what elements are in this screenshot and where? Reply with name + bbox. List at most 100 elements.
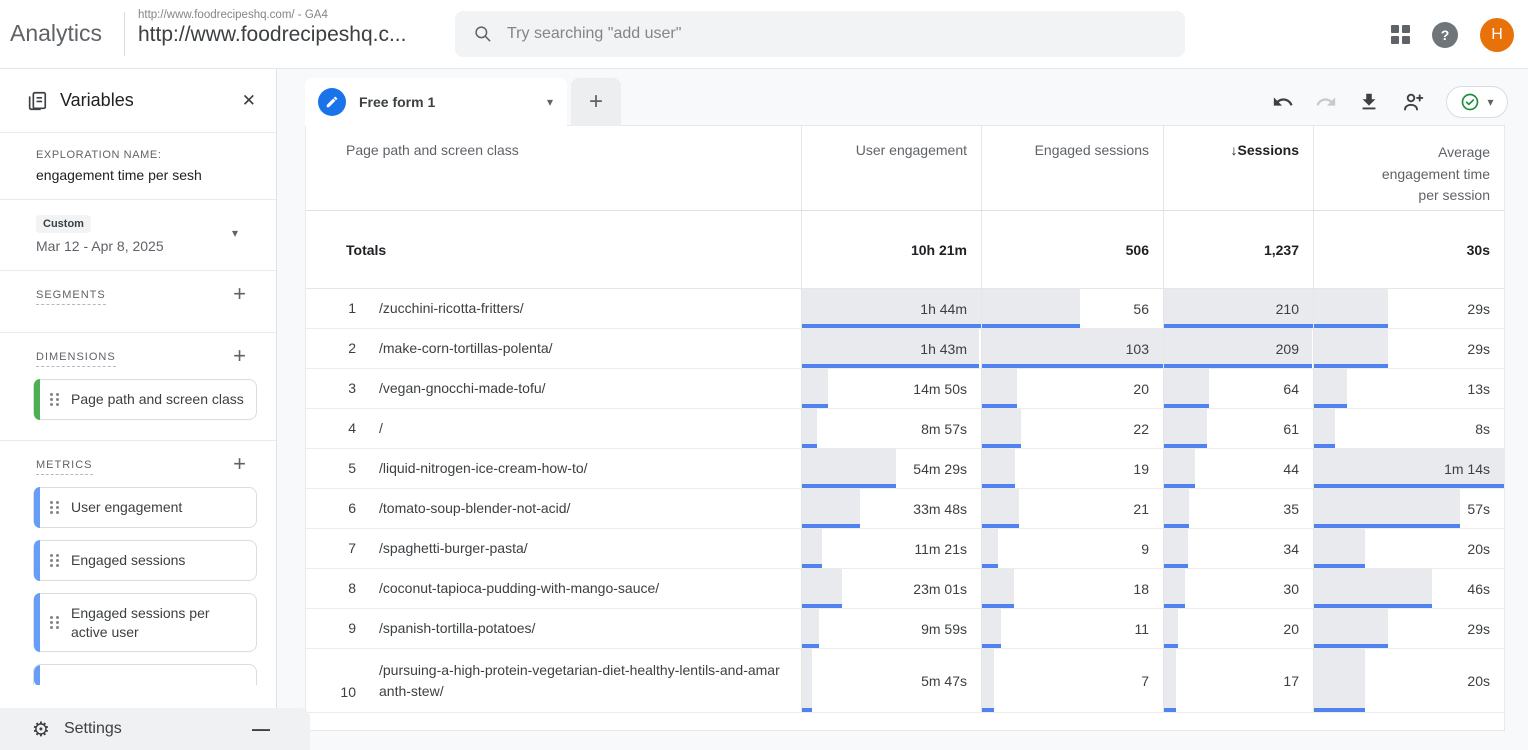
page-path-cell: 7 /spaghetti-burger-pasta/ [306, 529, 801, 568]
row-rank: 10 [340, 684, 356, 700]
add-metric-button[interactable]: + [233, 450, 246, 476]
sessions-cell: 30 [1163, 569, 1313, 608]
row-rank: 3 [348, 380, 356, 396]
sessions-cell: 61 [1163, 409, 1313, 448]
bar-fill [802, 289, 981, 328]
table-row[interactable]: 9 /spanish-tortilla-potatoes/ 9m 59s 11 … [306, 609, 1504, 649]
bar-fill [1164, 489, 1189, 528]
close-icon[interactable]: ✕ [241, 90, 256, 110]
search-input[interactable] [507, 25, 1147, 43]
table-row[interactable]: 6 /tomato-soup-blender-not-acid/ 33m 48s… [306, 489, 1504, 529]
collapse-icon[interactable]: — [252, 718, 270, 739]
metric-chip[interactable]: Engaged sessions [33, 539, 257, 581]
download-button[interactable] [1358, 91, 1380, 113]
bar-fill [1314, 409, 1335, 448]
add-dimension-button[interactable]: + [233, 343, 246, 368]
engaged-sessions-cell: 7 [981, 649, 1163, 712]
dimension-chip[interactable]: Page path and screen class [33, 379, 257, 420]
avg-engagement-time-cell: 20s [1313, 649, 1504, 712]
table-row[interactable]: 7 /spaghetti-burger-pasta/ 11m 21s 9 34 … [306, 529, 1504, 569]
bar-line [1164, 708, 1177, 712]
metric-chip[interactable]: User engagement [33, 486, 257, 528]
row-page-path: /liquid-nitrogen-ice-cream-how-to/ [379, 460, 588, 476]
totals-row: Totals 10h 21m 506 1,237 30s [306, 211, 1504, 289]
drag-handle-icon[interactable] [50, 553, 59, 567]
variables-panel-header: Variables ✕ [0, 69, 276, 133]
column-header-avg-engagement-time[interactable]: Average engagement time per session [1313, 126, 1504, 210]
bar-line [1164, 564, 1189, 568]
metric-chip-label: Engaged sessions per active user [71, 604, 210, 640]
totals-sessions: 1,237 [1163, 211, 1313, 288]
topbar-divider [124, 12, 125, 56]
avg-engagement-time-cell: 46s [1313, 569, 1504, 608]
row-rank: 5 [348, 460, 356, 476]
chevron-down-icon[interactable]: ▾ [231, 226, 238, 240]
avg-engagement-time-cell: 1m 14s [1313, 449, 1504, 488]
bar-line [802, 604, 842, 608]
drag-handle-icon[interactable] [50, 500, 59, 514]
bar-line [802, 484, 896, 488]
table-row[interactable]: 10 /pursuing-a-high-protein-vegetarian-d… [306, 649, 1504, 713]
search-icon [475, 26, 491, 42]
bar-line [802, 444, 818, 448]
search-bar[interactable] [455, 11, 1185, 57]
row-page-path: /spanish-tortilla-potatoes/ [379, 620, 536, 636]
bar-line [802, 404, 828, 408]
avg-engagement-time-cell: 57s [1313, 489, 1504, 528]
free-form-table: Page path and screen class User engageme… [305, 125, 1505, 731]
engaged-sessions-cell: 18 [981, 569, 1163, 608]
add-segment-button[interactable]: + [233, 281, 246, 306]
metric-chip[interactable]: Engaged sessions per active user [33, 592, 257, 653]
redo-button[interactable] [1315, 91, 1337, 113]
bar-line [1164, 644, 1179, 648]
sessions-cell: 17 [1163, 649, 1313, 712]
table-row[interactable]: 8 /coconut-tapioca-pudding-with-mango-sa… [306, 569, 1504, 609]
undo-button[interactable] [1272, 91, 1294, 113]
add-tab-button[interactable]: + [571, 78, 621, 126]
toolbar: ▾ [1272, 78, 1508, 126]
table-row[interactable]: 1 /zucchini-ricotta-fritters/ 1h 44m 56 … [306, 289, 1504, 329]
avatar[interactable]: H [1480, 17, 1514, 52]
tab-free-form-1[interactable]: Free form 1 ▾ [305, 78, 567, 126]
variables-panel: Variables ✕ EXPLORATION NAME: engagement… [0, 69, 277, 750]
tab-chevron-down-icon[interactable]: ▾ [546, 95, 553, 109]
date-range-value: Mar 12 - Apr 8, 2025 [36, 238, 164, 254]
bar-fill [1164, 409, 1208, 448]
table-row[interactable]: 5 /liquid-nitrogen-ice-cream-how-to/ 54m… [306, 449, 1504, 489]
row-page-path: /vegan-gnocchi-made-tofu/ [379, 380, 546, 396]
property-selector[interactable]: http://www.foodrecipeshq.com/ - GA4 http… [138, 9, 406, 47]
totals-engaged-sessions: 506 [981, 211, 1163, 288]
column-header-sessions[interactable]: ↓Sessions [1163, 126, 1313, 210]
sessions-cell: 20 [1163, 609, 1313, 648]
user-engagement-cell: 23m 01s [801, 569, 981, 608]
page-path-cell: 4 / [306, 409, 801, 448]
drag-handle-icon[interactable] [50, 392, 59, 406]
row-page-path: /make-corn-tortillas-polenta/ [379, 340, 553, 356]
saved-status-button[interactable]: ▾ [1446, 86, 1508, 118]
user-engagement-cell: 1h 43m [801, 329, 981, 368]
help-icon[interactable]: ? [1432, 21, 1458, 48]
metric-accent-bar [34, 592, 40, 653]
table-row[interactable]: 4 / 8m 57s 22 61 8s [306, 409, 1504, 449]
bar-fill [1164, 369, 1210, 408]
bar-fill [1164, 649, 1177, 712]
apps-grid-icon[interactable] [1391, 25, 1410, 44]
settings-bar[interactable]: ⚙ Settings — [0, 708, 310, 750]
column-header-page-path[interactable]: Page path and screen class [346, 142, 519, 158]
metric-chip-partial[interactable] [33, 664, 257, 686]
bar-line [1164, 524, 1189, 528]
date-range-section[interactable]: Custom ▾ Mar 12 - Apr 8, 2025 [0, 200, 276, 271]
page-path-cell: 1 /zucchini-ricotta-fritters/ [306, 289, 801, 328]
drag-handle-icon[interactable] [50, 616, 59, 630]
column-header-user-engagement[interactable]: User engagement [801, 126, 981, 210]
column-header-engaged-sessions[interactable]: Engaged sessions [981, 126, 1163, 210]
table-row[interactable]: 2 /make-corn-tortillas-polenta/ 1h 43m 1… [306, 329, 1504, 369]
share-add-user-button[interactable] [1401, 90, 1425, 114]
bar-line [1314, 708, 1366, 712]
user-engagement-cell: 9m 59s [801, 609, 981, 648]
row-rank: 8 [348, 580, 356, 596]
row-page-path: /coconut-tapioca-pudding-with-mango-sauc… [379, 580, 660, 596]
bar-line [982, 644, 1002, 648]
table-row[interactable]: 3 /vegan-gnocchi-made-tofu/ 14m 50s 20 6… [306, 369, 1504, 409]
exploration-name-value[interactable]: engagement time per sesh [36, 167, 202, 183]
